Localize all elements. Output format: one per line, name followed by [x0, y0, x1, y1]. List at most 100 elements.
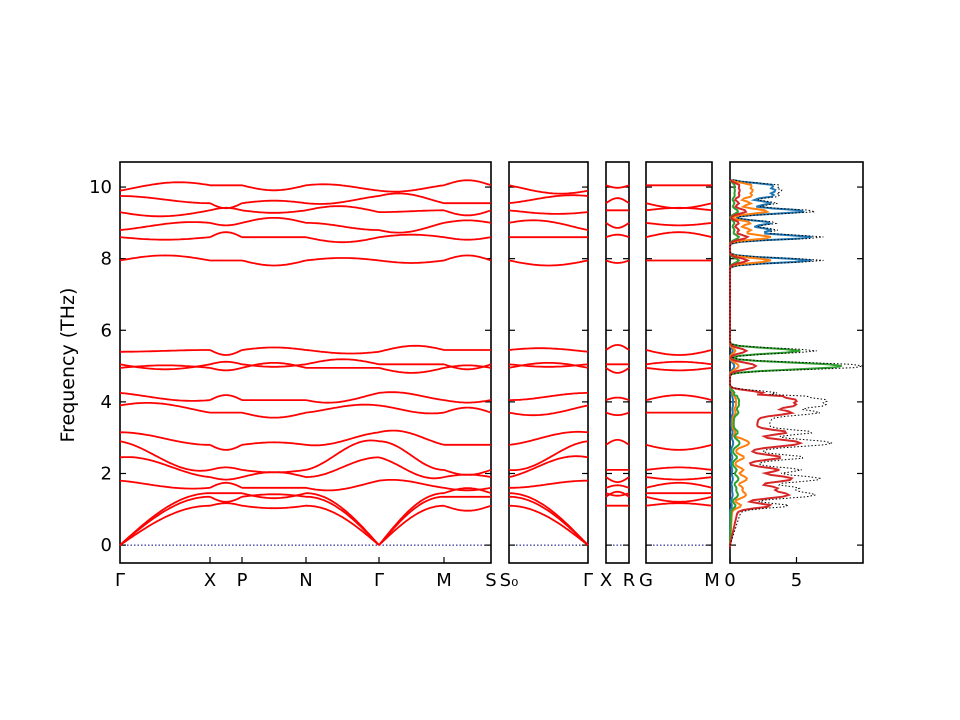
phonon-band	[378, 192, 445, 205]
phonon-band	[443, 486, 492, 492]
dos-total	[729, 179, 864, 549]
x-tick-label: Γ	[583, 570, 593, 591]
phonon-band	[119, 456, 211, 478]
phonon-band	[605, 367, 630, 374]
phonon-band	[305, 403, 380, 414]
phonon-band	[305, 504, 380, 546]
phonon-band	[605, 484, 630, 489]
phonon-band	[443, 469, 492, 476]
phonon-band	[508, 347, 589, 353]
phonon-band	[209, 466, 243, 471]
phonon-band	[645, 231, 713, 239]
phonon-band	[605, 476, 630, 483]
phonon-band	[209, 495, 243, 503]
phonon-band	[120, 349, 210, 353]
phonon-band	[241, 492, 307, 500]
y-tick-label: 8	[101, 249, 112, 270]
phonon-band	[119, 181, 211, 192]
phonon-band	[605, 411, 630, 416]
phonon-band	[209, 444, 243, 451]
phonon-band	[209, 222, 243, 227]
dos-x-tick-label: 0	[724, 570, 735, 591]
phonon-band	[119, 236, 211, 241]
phonon-band	[305, 439, 380, 471]
x-tick-label: N	[299, 570, 312, 591]
phonon-band	[378, 479, 445, 489]
y-tick-label: 0	[101, 535, 112, 556]
phonon-band	[305, 195, 380, 205]
phonon-band	[119, 363, 211, 371]
phonon-band	[305, 205, 380, 213]
phonon-band	[209, 360, 243, 366]
phonon-band	[378, 259, 445, 264]
phonon-band	[378, 404, 445, 415]
phonon-band	[645, 222, 713, 227]
dos-projection-4	[729, 179, 804, 549]
phonon-band	[645, 502, 713, 507]
phonon-band	[378, 456, 445, 480]
phonon-band	[119, 392, 211, 402]
phonon-band	[209, 231, 243, 239]
phonon-band	[508, 259, 589, 267]
phonon-band	[306, 222, 379, 231]
x-tick-label: P	[237, 570, 248, 591]
phonon-band	[378, 184, 445, 193]
phonon-band	[306, 492, 380, 546]
phonon-band	[605, 197, 630, 204]
phonon-band	[509, 492, 589, 546]
phonon-band	[378, 222, 445, 234]
phonon-band	[119, 440, 211, 472]
dos-x-tick-label: 5	[791, 570, 802, 591]
x-tick-label: S	[485, 570, 496, 591]
phonon-band	[378, 233, 445, 239]
phonon-band	[119, 492, 210, 546]
phonon-band	[605, 233, 630, 239]
phonon-band	[209, 476, 243, 481]
phonon-band	[305, 392, 380, 404]
y-tick-label: 6	[101, 320, 112, 341]
phonon-band	[443, 179, 492, 187]
phonon-band	[241, 184, 307, 192]
phonon-band	[443, 254, 492, 262]
phonon-band	[443, 219, 492, 224]
phonon-band	[645, 349, 713, 356]
phonon-band	[119, 495, 210, 546]
phonon-band	[241, 259, 307, 267]
phonon-band	[605, 259, 630, 264]
phonon-band	[645, 443, 713, 451]
x-tick-label: M	[704, 570, 720, 591]
phonon-band	[378, 391, 445, 401]
phonon-band	[605, 492, 630, 497]
x-tick-label: M	[436, 570, 452, 591]
band-panel-frame	[605, 161, 630, 564]
phonon-band	[508, 194, 589, 205]
phonon-band	[508, 440, 589, 471]
phonon-band	[645, 495, 713, 503]
phonon-band	[120, 431, 210, 446]
phonon-band	[119, 221, 211, 231]
phonon-band	[645, 394, 713, 401]
phonon-band	[645, 360, 713, 366]
phonon-band	[508, 184, 589, 195]
x-tick-label: R	[623, 570, 636, 591]
phonon-band	[209, 394, 243, 401]
x-tick-label: X	[600, 570, 612, 591]
phonon-band	[120, 195, 210, 205]
phonon-band	[241, 504, 307, 510]
phonon-band	[305, 349, 380, 355]
band-panel-frame	[508, 161, 589, 564]
phonon-band	[605, 222, 630, 229]
phonon-band	[119, 479, 211, 490]
phonon-band	[378, 344, 445, 353]
phonon-band	[305, 431, 380, 447]
phonon-band	[305, 183, 380, 192]
phonon-band	[509, 479, 588, 489]
phonon-band	[305, 479, 380, 492]
phonon-band	[305, 358, 380, 366]
phonon-band	[378, 504, 445, 546]
phonon-band	[509, 495, 589, 546]
y-axis-label: Frequency (THz)	[57, 288, 79, 443]
phonon-band	[605, 438, 630, 446]
phonon-band	[443, 399, 492, 404]
phonon-band	[443, 209, 492, 217]
